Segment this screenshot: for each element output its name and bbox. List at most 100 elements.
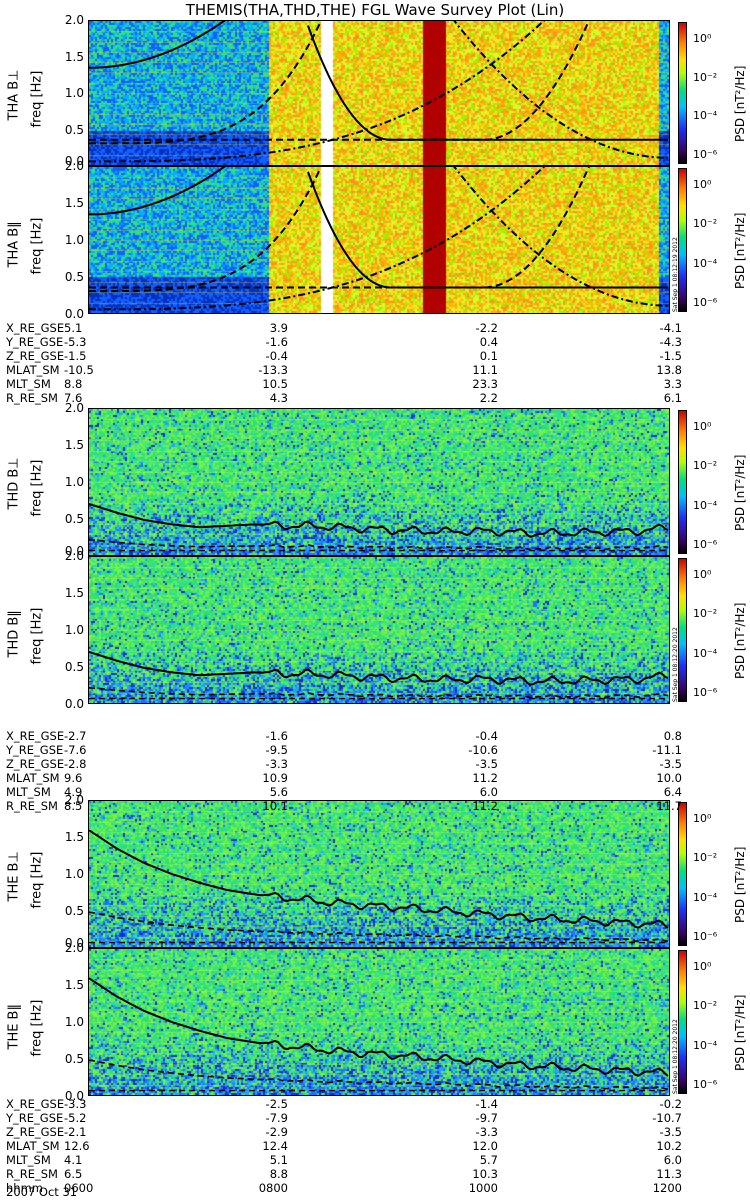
- y-tick-label: 0.0: [64, 154, 84, 168]
- orbit-value: -1.6: [265, 335, 288, 349]
- orbit-value: -3.5: [659, 1125, 682, 1139]
- colorbar-tick-label: 10⁻²: [693, 607, 718, 621]
- orbit-value: 1000: [468, 1181, 498, 1195]
- colorbar-tick-label: 10⁰: [693, 812, 712, 825]
- overlay-curves: [89, 502, 669, 552]
- colorbar-title: PSD [nT²/Hz]: [733, 994, 747, 1071]
- orbit-value: -3.5: [659, 757, 682, 771]
- colorbar-tick-label: 10⁰: [693, 178, 712, 191]
- colorbar-tick-label: 10⁻⁶: [693, 296, 718, 309]
- orbit-value: -2.5: [265, 1097, 288, 1111]
- y-tick-label: 0.0: [64, 1089, 84, 1103]
- fce-fraction-line: [89, 686, 669, 699]
- panel-ylabel: THA B‖: [6, 221, 22, 268]
- fce-line: [89, 829, 669, 929]
- overlay-curves: [89, 650, 669, 700]
- orbit-value: 12.4: [262, 1139, 288, 1153]
- orbit-value: 8.8: [269, 1167, 288, 1181]
- orbit-row-name: MLAT_SM: [6, 1139, 60, 1153]
- y-tick-label: 0.5: [64, 904, 84, 918]
- overlay-curves: [89, 977, 669, 1092]
- colorbar: [678, 950, 687, 1094]
- colorbar-tick-label: 10⁻⁶: [693, 1078, 718, 1091]
- orbit-value: 10.5: [262, 377, 288, 391]
- spectrogram-panel-the-bpar: [88, 948, 670, 1096]
- orbit-row-name: MLAT_SM: [6, 771, 60, 785]
- orbit-value: 9.6: [64, 771, 83, 785]
- orbit-value: -9.7: [475, 1111, 498, 1125]
- spectrogram-image: [89, 167, 669, 313]
- y-tick-label: 1.5: [64, 586, 84, 600]
- orbit-value: -0.4: [475, 729, 498, 743]
- panel-axis-label: freq [Hz]: [29, 70, 45, 128]
- colorbar-tick-label: 10⁻²: [693, 459, 718, 473]
- orbit-value: -0.4: [265, 349, 288, 363]
- orbit-value: 2.2: [479, 391, 498, 405]
- orbit-value: 11.1: [472, 363, 498, 377]
- orbit-value: 12.0: [472, 1139, 498, 1153]
- orbit-row-name: X_RE_GSE: [6, 321, 65, 335]
- orbit-value: 10.3: [472, 1167, 498, 1181]
- orbit-value: -10.6: [468, 743, 498, 757]
- orbit-value: -4.1: [659, 321, 682, 335]
- colorbar-tick-label: 10⁻⁶: [693, 148, 718, 161]
- panel-axis-label: freq [Hz]: [29, 999, 45, 1057]
- colorbar: [678, 558, 687, 702]
- orbit-row-name: MLAT_SM: [6, 363, 60, 377]
- colorbar-tick-label: 10⁻²: [693, 70, 718, 84]
- orbit-value: 5.1: [269, 1153, 288, 1167]
- orbit-value: 1200: [652, 1181, 682, 1195]
- y-tick-label: 0.0: [64, 307, 84, 321]
- y-tick-label: 1.0: [64, 233, 84, 247]
- spectrogram-panel-thd-bpar: [88, 556, 670, 704]
- orbit-row-name: hhmm: [6, 1181, 43, 1195]
- orbit-value: 4.9: [64, 785, 83, 799]
- orbit-value: 12.6: [64, 1139, 90, 1153]
- fce-left-solid: [89, 21, 226, 69]
- y-tick-label: 0.5: [64, 122, 84, 137]
- colorbar-tick-label: 10⁰: [693, 568, 712, 581]
- colorbar-tick-label: 10⁻⁶: [693, 930, 718, 943]
- spectrogram-image: [89, 21, 669, 165]
- y-tick-label: 1.0: [64, 867, 84, 881]
- y-tick-label: 1.0: [64, 1015, 84, 1029]
- y-tick-label: 1.0: [64, 623, 84, 637]
- date-label: 2007 Oct 31: [6, 1185, 78, 1199]
- orbit-value: -9.5: [265, 743, 288, 757]
- y-tick-label: 2.0: [64, 941, 84, 955]
- y-tick-label: 0.0: [64, 936, 84, 950]
- orbit-value: 3.9: [269, 321, 288, 335]
- orbit-value: 10.9: [262, 771, 288, 785]
- colorbar: [678, 22, 687, 164]
- colorbar-tick-label: 10⁰: [693, 32, 712, 45]
- orbit-row-name: Y_RE_GSE: [6, 1111, 64, 1125]
- colorbar-tick-label: 10⁰: [693, 960, 712, 973]
- orbit-value: -3.3: [475, 1125, 498, 1139]
- orbit-value: 11.2: [472, 799, 498, 813]
- spectrogram-panel-tha-bpar: [88, 166, 670, 314]
- orbit-value: 10.2: [656, 1139, 682, 1153]
- colorbar: [678, 168, 687, 312]
- panel-axis-label: freq [Hz]: [29, 459, 45, 517]
- colorbar-title: PSD [nT²/Hz]: [733, 602, 747, 679]
- orbit-value: 6.0: [663, 1153, 682, 1167]
- orbit-value: 0.8: [663, 729, 682, 743]
- orbit-row-name: X_RE_GSE: [6, 729, 65, 743]
- spectrogram-panel-thd-bperp: [88, 408, 670, 556]
- orbit-value: 23.3: [472, 377, 498, 391]
- spectrogram-image: [89, 409, 669, 555]
- colorbar: [678, 802, 687, 946]
- colorbar-tick-label: 10⁻²: [693, 999, 718, 1013]
- y-tick-label: 1.5: [64, 49, 84, 64]
- orbit-value: 6.4: [663, 785, 682, 799]
- orbit-value: 7.6: [64, 391, 83, 405]
- orbit-row-name: R_RE_SM: [6, 799, 58, 813]
- orbit-value: -5.2: [64, 1111, 87, 1125]
- colorbar-tick-label: 10⁻⁴: [693, 646, 718, 660]
- orbit-value: -10.7: [652, 1111, 682, 1125]
- overlay-curves: [89, 167, 668, 311]
- y-tick-label: 1.5: [64, 196, 84, 210]
- timestamp-stamp: Sat Sep 1 08:12:20 2012: [672, 1019, 679, 1094]
- orbit-value: -0.2: [659, 1097, 682, 1111]
- colorbar-tick-label: 10⁻²: [693, 851, 718, 865]
